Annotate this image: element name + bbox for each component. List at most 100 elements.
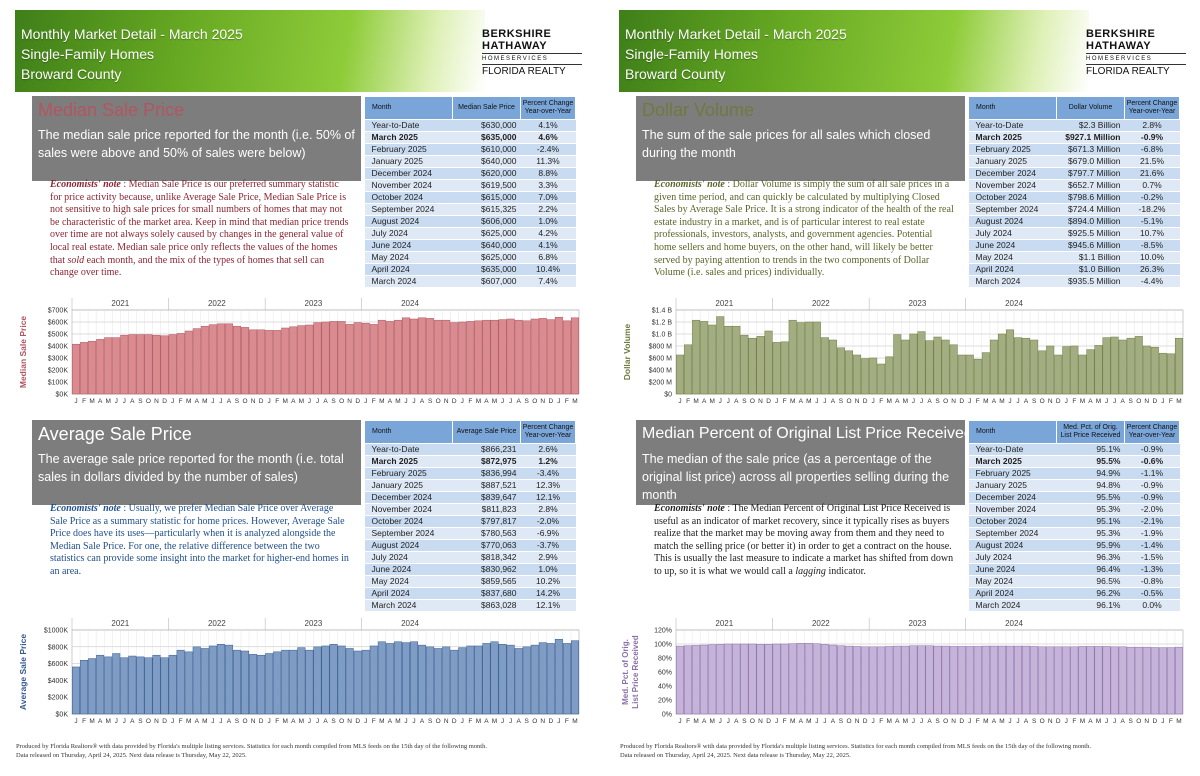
section-description: The median sale price reported for the m… <box>38 128 355 160</box>
x-tick-label: N <box>540 718 545 724</box>
table-cell: 2.8% <box>520 503 576 516</box>
x-tick-label: F <box>879 398 883 404</box>
bar <box>756 336 765 395</box>
bar <box>885 356 894 395</box>
x-tick-label: S <box>1032 398 1037 404</box>
bar <box>224 644 233 715</box>
bar <box>1078 646 1087 715</box>
bar <box>490 641 499 715</box>
x-tick-label: A <box>1120 718 1125 724</box>
bar <box>820 644 829 715</box>
x-tick-label: A <box>927 398 932 404</box>
bar <box>112 653 121 715</box>
x-tick-label: A <box>130 718 135 724</box>
table-cell: June 2024 <box>968 239 1057 252</box>
year-label: 2024 <box>401 619 419 628</box>
pctlist-table: Month Med. Pct. of Orig. List Price Recei… <box>968 420 1180 612</box>
table-cell: $607,000 <box>452 275 521 288</box>
table-cell: November 2024 <box>364 503 453 516</box>
x-tick-label: D <box>162 398 167 404</box>
bar <box>692 645 701 715</box>
table-row: June 2024 $830,962 1.0% <box>364 563 576 576</box>
bar <box>1118 646 1127 715</box>
x-tick-label: F <box>468 718 472 724</box>
column-header: Month <box>968 420 1057 444</box>
x-tick-label: J <box>872 398 875 404</box>
table-row: March 2025 $872,975 1.2% <box>364 455 576 468</box>
year-label: 2023 <box>909 299 927 308</box>
bar <box>184 651 193 715</box>
x-tick-label: J <box>1105 718 1108 724</box>
table-cell: -0.6% <box>1124 455 1180 468</box>
table-row: June 2024 96.4% -1.3% <box>968 563 1180 576</box>
x-tick-label: J <box>1161 398 1164 404</box>
table-row: November 2024 $652.7 Million 0.7% <box>968 179 1180 192</box>
table-row: September 2024 $780,563 -6.9% <box>364 527 576 540</box>
y-tick-label: $200K <box>48 695 69 702</box>
table-cell: January 2025 <box>364 155 453 168</box>
table-cell: May 2024 <box>968 575 1057 588</box>
x-tick-label: J <box>316 398 319 404</box>
x-tick-label: N <box>758 398 763 404</box>
table-cell: $625,000 <box>452 251 521 264</box>
table-cell: March 2024 <box>968 599 1057 612</box>
x-tick-label: D <box>959 718 964 724</box>
bar <box>1166 647 1175 715</box>
x-tick-label: A <box>1120 398 1125 404</box>
bar <box>571 640 579 715</box>
bar <box>530 318 539 395</box>
bar <box>724 325 733 395</box>
bar <box>377 641 386 715</box>
y-tick-label: 20% <box>658 698 672 705</box>
table-row: December 2024 95.5% -0.9% <box>968 491 1180 504</box>
table-cell: $859,565 <box>452 575 521 588</box>
bar <box>257 329 266 395</box>
bar <box>989 645 998 715</box>
table-cell: Year-to-Date <box>364 443 453 456</box>
table-row: March 2024 $935.5 Million -4.4% <box>968 275 1180 288</box>
header-subtitle: Single-Family Homes <box>625 46 759 62</box>
bar <box>297 647 306 715</box>
table-row: September 2024 95.3% -1.9% <box>968 527 1180 540</box>
x-tick-label: M <box>283 718 288 724</box>
x-tick-label: M <box>186 398 191 404</box>
table-cell: 14.2% <box>520 587 576 600</box>
x-tick-label: O <box>1040 398 1045 404</box>
table-cell: November 2024 <box>364 179 453 192</box>
y-tick-label: $0 <box>664 392 672 399</box>
x-tick-label: F <box>275 718 279 724</box>
table-row: November 2024 $811,823 2.8% <box>364 503 576 516</box>
y-tick-label: $300K <box>48 356 69 363</box>
bar <box>120 334 129 395</box>
bar <box>426 318 435 395</box>
bar <box>410 641 418 715</box>
x-tick-label: A <box>927 718 932 724</box>
note-text: lagging <box>795 565 826 577</box>
pctlist-section-header: Median Percent of Original List Price Re… <box>636 420 973 505</box>
bar <box>901 339 910 395</box>
x-tick-label: F <box>686 398 690 404</box>
table-cell: 4.1% <box>520 119 576 132</box>
x-tick-label: N <box>1048 398 1053 404</box>
bar <box>917 645 926 715</box>
x-tick-label: A <box>1024 398 1029 404</box>
table-cell: -1.5% <box>1124 551 1180 564</box>
x-tick-label: A <box>291 398 296 404</box>
x-tick-label: D <box>1056 398 1061 404</box>
bar <box>788 643 797 715</box>
x-tick-label: A <box>516 718 521 724</box>
table-cell: 8.8% <box>520 167 576 180</box>
table-row: June 2024 $640,000 4.1% <box>364 239 576 252</box>
table-cell: -0.8% <box>1124 575 1180 588</box>
table-cell: -2.0% <box>520 515 576 528</box>
table-cell: $780,563 <box>452 527 521 540</box>
bar <box>1142 646 1151 715</box>
x-tick-label: A <box>388 398 393 404</box>
bar <box>676 354 684 395</box>
bar <box>869 646 878 715</box>
bar <box>949 646 958 715</box>
bar <box>321 321 330 395</box>
bar <box>208 645 217 715</box>
bar <box>393 641 402 715</box>
x-tick-label: J <box>461 718 464 724</box>
